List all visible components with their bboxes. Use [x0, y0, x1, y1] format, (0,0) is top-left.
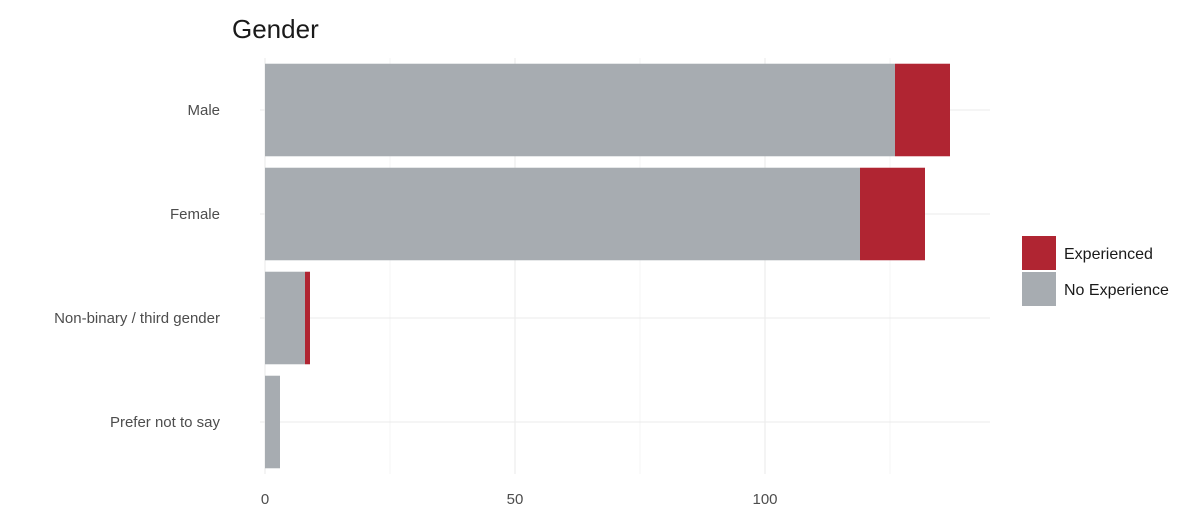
- y-tick-label: Prefer not to say: [110, 414, 221, 431]
- legend-key-no-experience: [1022, 272, 1056, 306]
- chart-title: Gender: [232, 14, 319, 44]
- bar-experienced: [860, 167, 925, 261]
- y-axis-labels: Male Female Non-binary / third gender Prefe…: [54, 102, 220, 431]
- x-tick-label: 50: [507, 491, 524, 508]
- legend: Experienced No Experience: [1022, 236, 1169, 306]
- bar-no-experience: [265, 63, 895, 157]
- y-tick-label: Non-binary / third gender: [54, 310, 220, 327]
- bars: [265, 63, 950, 469]
- x-axis-labels: 0 50 100: [261, 491, 778, 508]
- y-tick-label: Female: [170, 206, 220, 223]
- legend-label-experienced: Experienced: [1064, 246, 1153, 263]
- x-tick-label: 0: [261, 491, 269, 508]
- bar-no-experience: [265, 271, 305, 365]
- bar-experienced: [895, 63, 950, 157]
- legend-label-no-experience: No Experience: [1064, 282, 1169, 299]
- bar-no-experience: [265, 375, 280, 469]
- bar-experienced: [305, 271, 310, 365]
- legend-key-experienced: [1022, 236, 1056, 270]
- x-tick-label: 100: [752, 491, 777, 508]
- bar-no-experience: [265, 167, 860, 261]
- y-tick-label: Male: [187, 102, 220, 119]
